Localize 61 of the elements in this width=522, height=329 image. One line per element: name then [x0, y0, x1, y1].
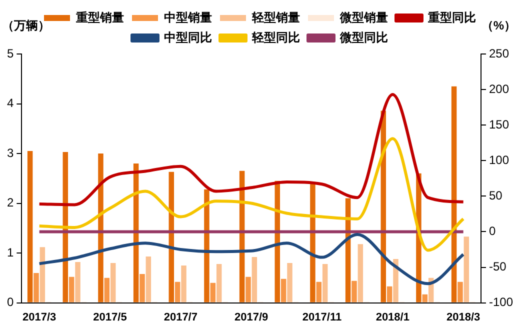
bar	[246, 276, 251, 302]
bar	[216, 264, 222, 302]
legend-label: 中型同比	[164, 30, 212, 44]
y2-tick-label: -50	[488, 260, 507, 274]
bar	[75, 262, 80, 302]
legend-label: 重型销量	[75, 10, 124, 24]
bar	[68, 276, 74, 302]
y2-tick-label: 250	[488, 46, 510, 60]
bar	[280, 278, 286, 302]
y2-tick-label: 50	[488, 188, 503, 202]
bar	[252, 257, 258, 302]
y2-tick-label: -100	[488, 295, 514, 310]
bar	[40, 247, 46, 302]
bar	[358, 244, 364, 302]
legend-label: 轻型同比	[251, 30, 300, 44]
bar	[464, 236, 470, 302]
bar	[181, 265, 186, 302]
x-tick-label: 2018/1	[376, 311, 410, 324]
legend-label: 微型同比	[339, 30, 388, 44]
bar	[352, 280, 357, 302]
legend-label: 微型销量	[339, 10, 388, 24]
bar	[458, 282, 463, 302]
y-tick-label: 2	[6, 196, 14, 210]
bar	[104, 278, 110, 302]
bar	[422, 294, 428, 302]
bar	[393, 259, 398, 302]
x-tick-label: 2017/7	[164, 311, 198, 324]
bar	[110, 262, 116, 302]
y2-tick-label: 150	[488, 117, 510, 132]
bar	[210, 282, 216, 302]
x-tick-label: 2018/3	[446, 311, 480, 324]
line-series	[38, 93, 465, 206]
x-tick-label: 2017/11	[302, 311, 342, 324]
bar	[287, 262, 292, 302]
y2-tick-label: 200	[488, 82, 510, 96]
legend-label: 重型同比	[427, 10, 476, 24]
legend-label: 轻型销量	[251, 10, 300, 24]
legend-label: 中型销量	[164, 10, 212, 24]
bar	[386, 286, 392, 302]
bar	[174, 282, 180, 302]
y2-axis-title: （%）	[481, 18, 516, 32]
y2-tick-label: 0	[488, 224, 496, 238]
x-tick-label: 2017/3	[22, 311, 56, 324]
bar	[34, 272, 39, 302]
bar	[316, 282, 322, 302]
y-tick-label: 0	[6, 295, 14, 310]
x-tick-label: 2017/5	[93, 311, 127, 324]
y-tick-label: 4	[6, 96, 14, 110]
bar	[27, 151, 33, 302]
y-axis-title: （万辆）	[2, 18, 50, 32]
y-tick-label: 5	[6, 46, 14, 60]
bar	[322, 264, 328, 302]
y-tick-label: 3	[6, 146, 14, 160]
bar	[98, 154, 104, 302]
y-tick-label: 1	[6, 245, 14, 260]
y2-tick-label: 100	[488, 152, 510, 167]
bar	[146, 256, 152, 302]
line-series	[38, 137, 465, 252]
bar	[140, 274, 145, 302]
x-tick-label: 2017/9	[234, 311, 268, 324]
line-series	[38, 233, 465, 286]
